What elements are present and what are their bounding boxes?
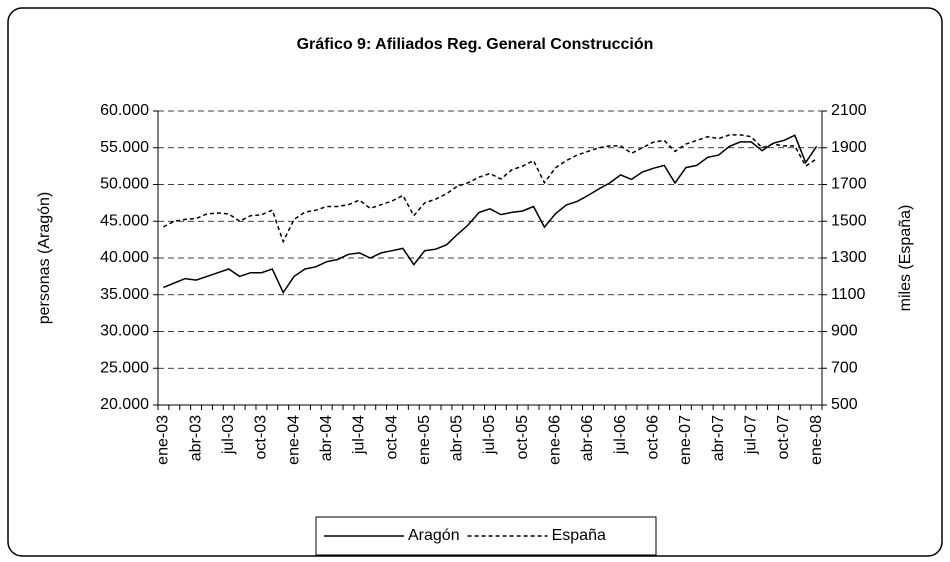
y2-axis-label: miles (España)	[897, 205, 914, 312]
x-tick-label: ene-07	[677, 415, 694, 465]
x-tick-label: oct-05	[514, 415, 531, 460]
series-line	[163, 134, 818, 295]
y-tick-label: 30.000	[100, 323, 149, 340]
y-tick-label: 50.000	[100, 176, 149, 193]
x-tick-label: jul-06	[612, 415, 629, 455]
y-tick-label: 20.000	[100, 396, 149, 413]
legend-label: Aragón	[408, 527, 460, 544]
y-tick-label: 55.000	[100, 139, 149, 156]
chart-title: Gráfico 9: Afiliados Reg. General Constr…	[297, 36, 654, 53]
x-tick-label: ene-08	[808, 415, 825, 465]
x-tick-label: jul-07	[742, 415, 759, 455]
x-tick-label: oct-03	[253, 415, 270, 460]
y2-tick-label: 1900	[831, 139, 867, 156]
y-tick-label: 40.000	[100, 249, 149, 266]
x-tick-label: ene-06	[547, 415, 564, 465]
x-tick-label: ene-04	[285, 415, 302, 465]
y2-tick-label: 1100	[831, 286, 866, 303]
x-tick-label: jul-05	[481, 415, 498, 455]
chart-frame	[7, 7, 943, 557]
y-tick-label: 25.000	[100, 359, 149, 376]
x-tick-label: jul-04	[351, 415, 368, 455]
x-tick-label: abr-06	[579, 415, 596, 461]
x-tick-label: oct-06	[644, 415, 661, 460]
y-tick-label: 35.000	[100, 286, 149, 303]
x-tick-label: ene-05	[416, 415, 433, 465]
y-axis-label: personas (Aragón)	[36, 192, 53, 325]
x-tick-label: jul-03	[220, 415, 237, 455]
x-tick-label: abr-05	[449, 415, 466, 461]
legend-label: España	[552, 527, 606, 544]
x-tick-label: oct-07	[775, 415, 792, 460]
y2-tick-label: 1500	[831, 212, 867, 229]
x-tick-label: ene-03	[155, 415, 172, 465]
y2-tick-label: 900	[831, 323, 858, 340]
x-tick-label: abr-04	[318, 415, 335, 461]
y2-tick-label: 2100	[831, 102, 867, 119]
y2-tick-label: 1700	[831, 176, 867, 193]
y2-tick-label: 1300	[831, 249, 867, 266]
y-tick-label: 60.000	[100, 102, 149, 119]
x-tick-label: abr-03	[187, 415, 204, 461]
y2-tick-label: 700	[831, 359, 858, 376]
x-tick-label: abr-07	[710, 415, 727, 461]
x-tick-label: oct-04	[383, 415, 400, 460]
series-line	[163, 134, 818, 244]
y-tick-label: 45.000	[100, 212, 149, 229]
y2-tick-label: 500	[831, 396, 858, 413]
